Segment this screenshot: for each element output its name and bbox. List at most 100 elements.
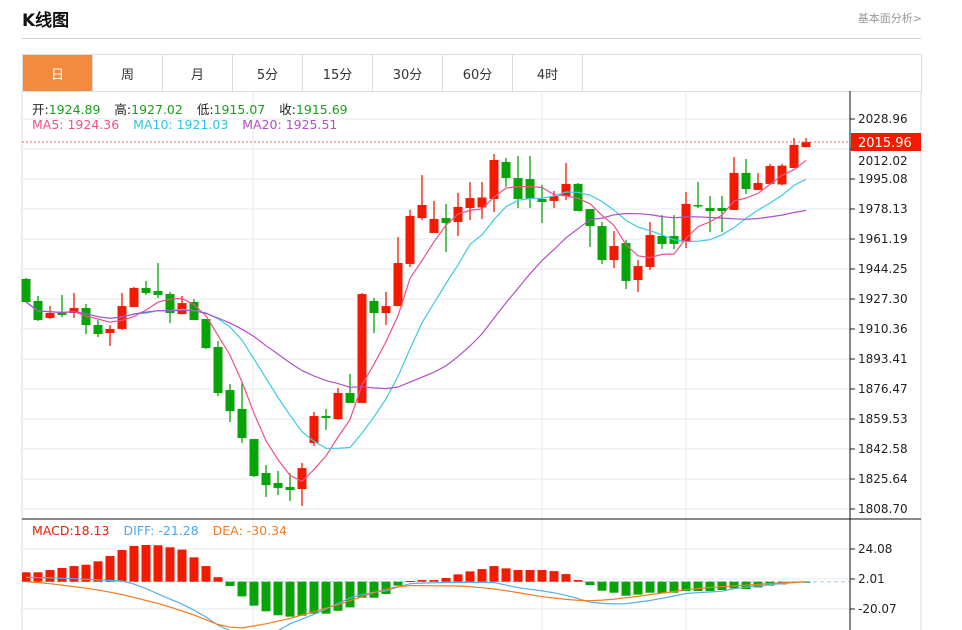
candle	[429, 200, 439, 233]
candle-body	[93, 325, 103, 335]
candle	[645, 221, 655, 270]
candle	[273, 470, 283, 496]
candle-body	[381, 306, 391, 313]
candle	[489, 153, 499, 213]
macd-bar	[297, 581, 307, 616]
macd-bar	[345, 581, 355, 608]
tab-week[interactable]: 周	[93, 55, 163, 91]
candle	[225, 383, 235, 423]
candle	[249, 439, 259, 477]
macd-bar	[537, 570, 547, 582]
candle-body	[417, 204, 427, 219]
price-tick-label: 1927.30	[858, 292, 908, 306]
high-value: 1927.02	[131, 102, 183, 117]
candle	[573, 183, 583, 212]
last-price-tag	[851, 133, 921, 152]
macd-bar	[381, 581, 391, 595]
candle-body	[393, 263, 403, 307]
diff-value: DIFF: -21.28	[123, 523, 199, 538]
macd-bar	[705, 581, 715, 592]
fundamental-analysis-link[interactable]: 基本面分析>	[857, 12, 922, 25]
price-tick-label: 1944.25	[858, 262, 908, 276]
macd-bar	[501, 568, 511, 582]
ohlc-info: 开:1924.89 高:1927.02 低:1915.07 收:1915.69	[32, 99, 358, 118]
candle-body	[501, 161, 511, 179]
tab-day[interactable]: 日	[23, 55, 93, 91]
macd-tick-label: 24.08	[858, 542, 892, 556]
candle-body	[225, 390, 235, 412]
low-value: 1915.07	[213, 102, 266, 117]
macd-bar	[369, 581, 379, 598]
macd-bar	[177, 549, 187, 582]
candle	[81, 303, 91, 335]
ma20-value: MA20: 1925.51	[242, 117, 338, 132]
candle-body	[561, 183, 571, 196]
candle	[513, 155, 523, 208]
diff-line	[25, 576, 807, 630]
candle-body	[717, 207, 727, 212]
macd-bar	[225, 581, 235, 587]
macd-bar	[549, 571, 559, 582]
macd-bar	[129, 545, 139, 582]
tab-15min[interactable]: 15分	[303, 55, 373, 91]
candle-body	[633, 266, 643, 281]
candle-body	[525, 179, 535, 199]
candle-body	[609, 246, 619, 261]
candle-body	[537, 198, 547, 202]
macd-panel	[22, 544, 811, 630]
candle-body	[261, 473, 271, 486]
period-tabs: 日 周 月 5分 15分 30分 60分 4时	[22, 54, 922, 92]
candle	[69, 292, 79, 318]
macd-bar	[81, 564, 91, 582]
macd-bar	[621, 581, 631, 596]
candle-body	[429, 218, 439, 233]
candle-body	[153, 291, 163, 295]
candle	[309, 411, 319, 446]
tab-60min[interactable]: 60分	[443, 55, 513, 91]
candle	[717, 195, 727, 233]
candle	[369, 297, 379, 333]
price-tick-label: 1842.58	[858, 442, 908, 456]
macd-bar	[201, 566, 211, 582]
candle-body	[249, 439, 259, 477]
candle-body	[117, 306, 127, 329]
macd-bar	[417, 580, 427, 582]
candle	[417, 175, 427, 221]
macd-bar	[441, 578, 451, 582]
macd-bar	[213, 577, 223, 582]
price-tick-label: 1825.64	[858, 472, 908, 486]
tab-month[interactable]: 月	[163, 55, 233, 91]
candle-body	[369, 300, 379, 313]
candle-body	[513, 178, 523, 199]
candle	[525, 155, 535, 208]
candle-body	[201, 319, 211, 349]
candle	[57, 294, 67, 318]
ma5-line	[25, 159, 807, 483]
candle	[405, 209, 415, 267]
tab-4hour[interactable]: 4时	[513, 55, 583, 91]
candle	[153, 263, 163, 298]
macd-bar	[717, 581, 727, 590]
macd-bar	[669, 581, 679, 593]
candle	[165, 291, 175, 324]
candle	[381, 291, 391, 326]
candle-body	[345, 393, 355, 403]
candle-body	[105, 328, 115, 333]
macd-tick-label: 2.01	[858, 572, 885, 586]
candle	[621, 240, 631, 290]
macd-bar	[561, 574, 571, 582]
price-tick-label: 2012.02	[858, 154, 908, 168]
macd-bar	[69, 566, 79, 582]
price-tick-label: 1910.36	[858, 322, 908, 336]
candle-body	[285, 487, 295, 491]
macd-bar	[165, 547, 175, 582]
candle	[729, 156, 739, 210]
tab-5min[interactable]: 5分	[233, 55, 303, 91]
tab-30min[interactable]: 30分	[373, 55, 443, 91]
candle	[669, 215, 679, 250]
macd-bar	[585, 581, 595, 586]
macd-bar	[237, 581, 247, 597]
macd-bar	[513, 570, 523, 582]
candle-body	[465, 198, 475, 208]
